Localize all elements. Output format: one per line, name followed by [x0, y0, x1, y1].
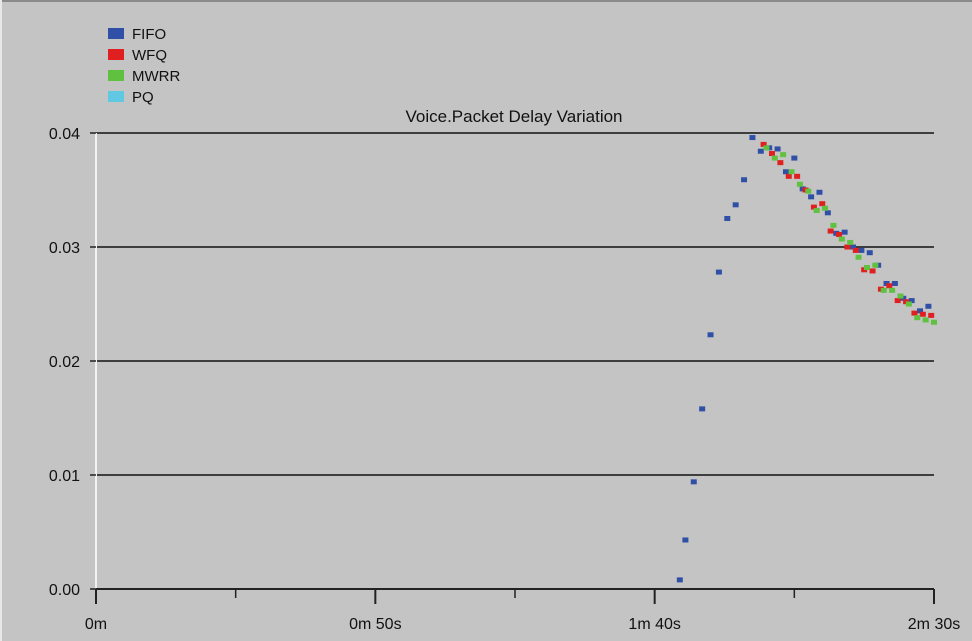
data-point-fifo	[690, 479, 697, 485]
data-point-fifo	[757, 148, 764, 154]
data-point-wfq	[919, 311, 926, 317]
data-point-fifo	[908, 298, 915, 304]
data-point-fifo	[782, 169, 789, 175]
y-axis-ticks: 0.00 0.01 0.02 0.03 0.04	[49, 126, 96, 599]
data-point-wfq	[869, 268, 876, 274]
data-point-mwrr	[897, 293, 904, 299]
data-point-wfq	[785, 173, 792, 179]
data-point-fifo	[824, 210, 831, 216]
legend-label-mwrr: MWRR	[132, 68, 180, 85]
data-point-wfq	[836, 231, 843, 237]
data-point-wfq	[768, 151, 775, 157]
data-points	[676, 135, 937, 583]
y-tick-label: 0.01	[49, 468, 80, 485]
data-point-fifo	[841, 229, 848, 235]
data-point-wfq	[819, 201, 826, 207]
legend-swatch-wfq	[108, 49, 124, 60]
data-point-mwrr	[872, 262, 879, 268]
data-point-wfq	[911, 310, 918, 316]
data-point-mwrr	[830, 222, 837, 228]
data-point-fifo	[749, 135, 756, 141]
data-point-fifo	[808, 194, 815, 200]
window-border-top	[0, 0, 972, 2]
x-tick-label: 1m 40s	[628, 616, 680, 633]
data-point-fifo	[858, 247, 865, 253]
data-point-fifo	[891, 280, 898, 286]
data-point-fifo	[866, 250, 873, 256]
data-point-fifo	[676, 577, 683, 583]
data-point-mwrr	[805, 188, 812, 194]
x-tick-label: 2m 30s	[908, 616, 960, 633]
data-point-wfq	[777, 160, 784, 166]
legend-swatch-pq	[108, 91, 124, 102]
data-point-mwrr	[914, 315, 921, 321]
data-point-mwrr	[847, 239, 854, 245]
gridlines	[96, 246, 934, 476]
legend-swatch-fifo	[108, 28, 124, 39]
data-point-fifo	[925, 303, 932, 309]
data-point-wfq	[844, 244, 851, 250]
chart-title: Voice.Packet Delay Variation	[405, 107, 622, 126]
data-point-mwrr	[822, 205, 829, 211]
data-point-fifo	[724, 216, 731, 221]
data-point-fifo	[741, 177, 748, 183]
data-point-mwrr	[855, 254, 862, 260]
data-point-mwrr	[838, 236, 845, 242]
data-point-mwrr	[905, 301, 912, 307]
data-point-mwrr	[931, 319, 937, 325]
data-point-mwrr	[780, 152, 787, 158]
legend: FIFO WFQ MWRR PQ	[108, 26, 180, 106]
legend-swatch-mwrr	[108, 70, 124, 81]
y-tick-label: 0.00	[49, 582, 80, 599]
data-point-wfq	[810, 204, 817, 210]
y-tick-label: 0.03	[49, 240, 80, 257]
legend-label-pq: PQ	[132, 89, 154, 106]
legend-label-fifo: FIFO	[132, 26, 166, 43]
data-point-mwrr	[863, 265, 870, 271]
data-point-fifo	[849, 244, 856, 250]
y-tick-label: 0.02	[49, 354, 80, 371]
x-tick-label: 0m	[85, 616, 107, 633]
data-point-fifo	[715, 269, 722, 275]
data-point-fifo	[816, 189, 823, 195]
data-point-mwrr	[796, 181, 803, 187]
data-point-fifo	[699, 406, 706, 412]
y-tick-label: 0.04	[49, 126, 80, 143]
data-point-mwrr	[889, 287, 896, 293]
data-point-wfq	[827, 228, 834, 234]
data-point-fifo	[682, 537, 689, 543]
data-point-fifo	[917, 308, 924, 314]
data-point-mwrr	[880, 287, 887, 293]
data-point-wfq	[894, 298, 901, 304]
data-point-fifo	[707, 332, 714, 338]
data-point-fifo	[791, 155, 798, 161]
data-point-mwrr	[788, 169, 795, 175]
data-point-wfq	[886, 283, 893, 289]
data-point-fifo	[774, 146, 781, 152]
data-point-mwrr	[763, 145, 770, 151]
data-point-wfq	[852, 247, 859, 253]
x-tick-label: 0m 50s	[349, 616, 401, 633]
data-point-mwrr	[922, 317, 929, 323]
data-point-wfq	[928, 312, 935, 318]
x-axis-ticks: 0m 0m 50s 1m 40s 2m 30s	[85, 589, 960, 633]
legend-label-wfq: WFQ	[132, 47, 167, 64]
window-border-left	[0, 0, 2, 641]
data-point-mwrr	[813, 208, 820, 214]
data-point-wfq	[794, 173, 801, 179]
data-point-mwrr	[771, 155, 778, 161]
data-point-wfq	[760, 141, 767, 147]
data-point-fifo	[732, 202, 739, 208]
